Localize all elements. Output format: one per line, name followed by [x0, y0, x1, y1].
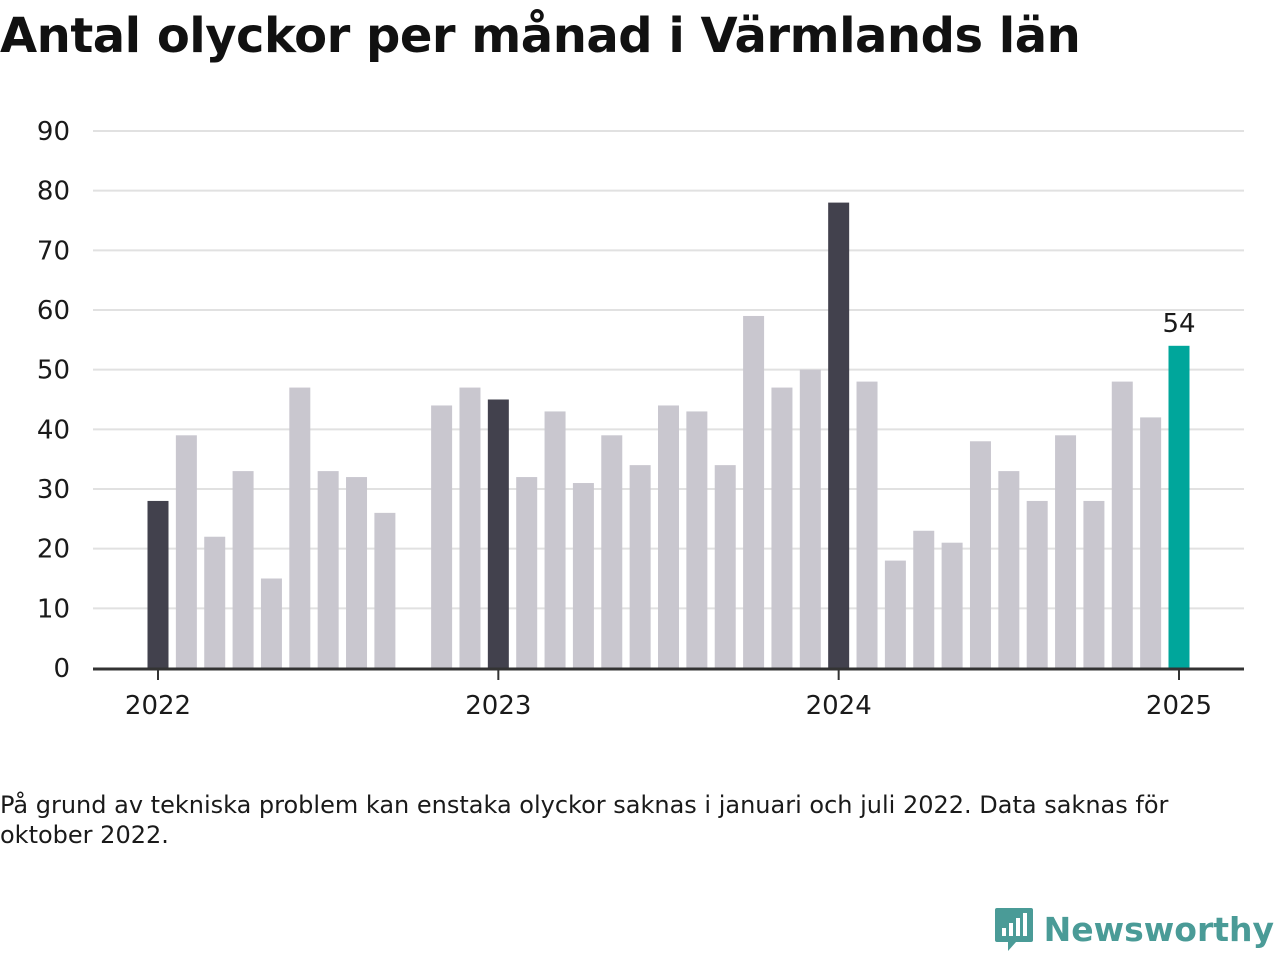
bar-2022-06 [289, 387, 311, 668]
bar-2022-05 [260, 578, 282, 668]
brand-logo: Newsworthy [994, 906, 1274, 952]
bar-2024-11 [1111, 381, 1133, 668]
y-tick-label: 90 [37, 117, 70, 147]
bar-2022-01 [147, 500, 169, 668]
bars [147, 202, 1190, 668]
bar-2024-07 [998, 471, 1020, 668]
x-tick-label: 2025 [1146, 691, 1212, 721]
brand-name: Newsworthy [1043, 909, 1274, 949]
bar-2024-02 [856, 381, 878, 668]
value-label: 54 [1162, 309, 1195, 339]
bar-2024-09 [1055, 435, 1077, 668]
y-tick-label: 80 [37, 177, 70, 207]
bar-2023-08 [686, 411, 708, 668]
y-tick-label: 40 [37, 415, 70, 445]
bar-2024-01 [828, 202, 850, 668]
bar-2025-01 [1168, 345, 1190, 668]
bar-2022-07 [317, 471, 339, 668]
bar-2024-06 [969, 441, 991, 668]
y-tick-label: 10 [37, 594, 70, 624]
bar-chart: 0 10 20 30 40 50 60 70 80 90 2022 2023 2024 2025 54 [37, 117, 1244, 721]
gridlines [93, 130, 1244, 610]
y-tick-label: 0 [53, 654, 70, 684]
bar-2022-12 [459, 387, 481, 668]
bar-2024-12 [1140, 417, 1162, 668]
bar-2022-08 [346, 477, 368, 668]
bar-2024-05 [941, 542, 963, 668]
bar-2024-04 [913, 530, 935, 668]
bar-2023-07 [658, 405, 679, 668]
bar-2023-02 [516, 477, 538, 668]
bar-2023-11 [771, 387, 793, 668]
bar-2022-02 [175, 435, 197, 668]
x-axis-labels: 2022 2023 2024 2025 [125, 670, 1212, 721]
bar-2024-08 [1026, 500, 1048, 668]
x-tick-label: 2023 [465, 691, 531, 721]
x-tick-label: 2024 [806, 691, 872, 721]
bar-2023-03 [544, 411, 566, 668]
bar-2022-04 [232, 471, 254, 668]
bar-2022-03 [204, 536, 226, 668]
footnote: På grund av tekniska problem kan enstaka… [0, 791, 1169, 849]
bar-2022-09 [374, 512, 396, 668]
y-tick-label: 20 [37, 535, 70, 565]
bar-2023-09 [714, 465, 736, 668]
annotations: 54 [1162, 309, 1195, 339]
bar-2024-10 [1083, 500, 1105, 668]
bar-2023-12 [799, 369, 821, 668]
bar-2024-03 [884, 560, 906, 668]
y-tick-label: 70 [37, 236, 70, 266]
y-tick-label: 50 [37, 356, 70, 386]
y-tick-label: 30 [37, 475, 70, 505]
bar-2023-04 [572, 483, 594, 668]
y-axis-labels: 0 10 20 30 40 50 60 70 80 90 [37, 117, 70, 684]
newsworthy-logo-icon [994, 908, 1033, 951]
bar-2023-10 [743, 315, 765, 668]
y-tick-label: 60 [37, 296, 70, 326]
bar-2023-01 [487, 399, 509, 668]
x-tick-label: 2022 [125, 691, 191, 721]
bar-2023-06 [629, 465, 651, 668]
chart-title: Antal olyckor per månad i Värmlands län [0, 8, 1081, 64]
bar-2023-05 [601, 435, 623, 668]
bar-2022-11 [431, 405, 453, 668]
